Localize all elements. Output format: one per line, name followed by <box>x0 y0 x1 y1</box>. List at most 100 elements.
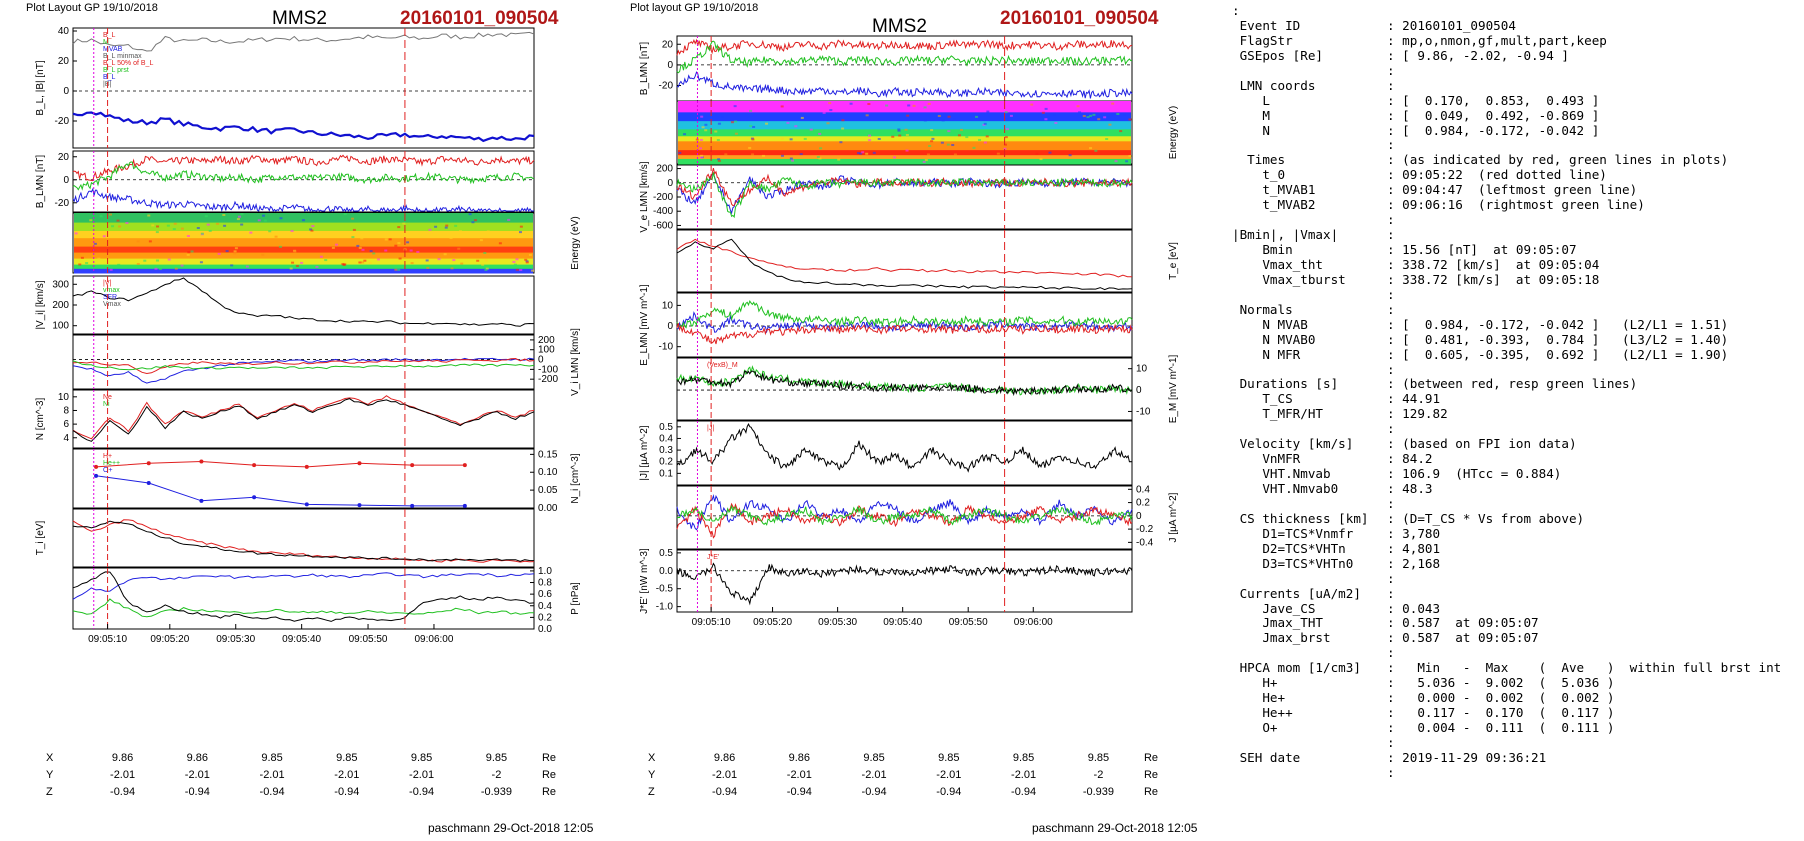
spectrogram-cell <box>249 231 253 234</box>
info-key: D3=TCS*VHTn0 <box>1232 555 1354 571</box>
spectrogram-cell <box>196 227 200 230</box>
series-line-vl <box>676 172 1133 215</box>
spectrogram-cell <box>445 224 449 227</box>
spectrogram-cell <box>799 153 803 156</box>
page2-footer: paschmann 29-Oct-2018 12:05 <box>1032 821 1198 835</box>
legend-entry: MVAB <box>103 46 123 53</box>
y-tick-label: -20 <box>659 81 674 92</box>
position-value: -2.01 <box>861 768 887 781</box>
spectrogram-cell <box>1105 137 1109 140</box>
info-key: t_0 <box>1232 167 1286 183</box>
spectrogram-cell <box>300 261 304 264</box>
spectrogram-cell <box>762 154 766 157</box>
series-line-em <box>676 299 1133 329</box>
spectrogram-cell <box>780 105 784 108</box>
info-key: Currents [uA/m2] <box>1232 585 1361 601</box>
position-value: -0.939 <box>1082 785 1115 798</box>
page1-footer: paschmann 29-Oct-2018 12:05 <box>428 821 594 835</box>
info-line: Event ID: 20160101_090504 <box>1232 17 1781 34</box>
info-line: N: [ 0.984, -0.172, -0.042 ] <box>1232 123 1781 139</box>
y-axis-label: T_i [eV] <box>35 521 46 556</box>
legend-entry: H+ <box>103 453 112 460</box>
series-line-vn <box>676 172 1133 219</box>
spectrogram-cell <box>484 268 488 271</box>
spectrogram-cell <box>1111 102 1115 105</box>
spectrogram-cell <box>85 262 89 265</box>
info-value: : 09:04:47 (leftmost green line) <box>1387 182 1638 198</box>
spectrogram-cell <box>819 147 823 150</box>
position-value: -2.01 <box>184 768 210 781</box>
spectrogram-cell <box>678 151 682 154</box>
legend-entry: B_L prst <box>103 67 129 74</box>
info-line: Vmax_tburst: 338.72 [km/s] at 09:05:18 <box>1232 271 1781 288</box>
info-key: Event ID <box>1232 17 1301 33</box>
info-line: : <box>1232 63 1781 79</box>
y-tick-label: -600 <box>653 220 673 231</box>
info-line: t_MVAB1: 09:04:47 (leftmost green line) <box>1232 182 1781 198</box>
spectrogram-cell <box>982 123 986 126</box>
info-line: M: [ 0.049, 0.492, -0.869 ] <box>1232 108 1781 124</box>
y-tick-label: -20 <box>55 198 70 209</box>
position-value: 9.85 <box>485 751 508 764</box>
info-key: D2=TCS*VHTn <box>1232 540 1346 556</box>
unit-label: Re <box>1143 751 1158 764</box>
spectrogram-cell <box>356 244 360 247</box>
p2-em-frame <box>676 357 1133 421</box>
info-line: Normals: <box>1232 302 1781 318</box>
position-row-z: Z -0.94 -0.94 -0.94 -0.94 -0.94 -0.939 R… <box>46 783 556 800</box>
x-tick-label: 09:05:10 <box>88 634 127 645</box>
data-point <box>146 461 151 466</box>
spectrogram-cell <box>861 151 865 154</box>
info-key: Vmax_tburst <box>1232 271 1346 287</box>
spectrogram-cell <box>1009 114 1013 117</box>
data-point <box>146 480 151 485</box>
data-point <box>252 463 257 468</box>
info-key: T_MFR/HT <box>1232 406 1323 422</box>
spectrogram-cell <box>454 224 458 227</box>
series-line-pt <box>72 571 535 622</box>
y-tick-label: 0.10 <box>538 467 558 478</box>
spectrogram-cell <box>452 259 456 262</box>
y-tick-label: -0.5 <box>656 584 674 595</box>
info-value: : 129.82 <box>1387 406 1448 422</box>
spectrogram-cell <box>148 240 152 243</box>
spectrogram-cell <box>923 106 927 109</box>
spectrogram-cell <box>468 213 472 216</box>
spectrogram-cell <box>426 266 430 269</box>
info-value: : mp,o,nmon,gf,mult,part,keep <box>1387 32 1607 48</box>
spectrogram-cell <box>236 218 240 221</box>
spectrogram-cell <box>384 249 388 252</box>
y-axis-label: J [µA m^-2] <box>1168 492 1179 542</box>
position-value: 9.85 <box>336 751 358 764</box>
series-line-en <box>676 323 1133 345</box>
info-value: : 338.72 [km/s] at 09:05:04 <box>1387 256 1600 272</box>
spectrogram-cell <box>717 122 721 125</box>
info-value: : 84.2 <box>1387 451 1433 467</box>
x-tick-label: 09:05:50 <box>949 617 988 628</box>
spectrogram-cell <box>216 222 220 225</box>
spectrogram-cell <box>279 217 283 220</box>
p2-j-frame <box>676 420 1133 486</box>
spectrogram-cell <box>513 263 517 266</box>
spectrogram-cell <box>507 218 511 221</box>
spectrogram-cell <box>960 128 964 131</box>
spectrogram-cell <box>996 152 1000 155</box>
spectrogram-cell <box>701 126 705 129</box>
info-line: Times: (as indicated by red, green lines… <box>1232 152 1781 168</box>
y-tick-label: 10 <box>1136 364 1148 375</box>
spectrogram-cell <box>1089 147 1093 150</box>
spectrogram-cell <box>158 268 162 271</box>
spectrogram-cell <box>952 117 956 120</box>
spectrogram-cell <box>409 249 413 252</box>
y-tick-label: 0 <box>63 86 69 97</box>
spectrogram-cell <box>376 258 380 261</box>
spectrogram-cell <box>748 146 752 149</box>
y-axis-label: B_LMN [nT] <box>35 155 46 209</box>
spectrogram-cell <box>751 138 755 141</box>
spectrogram-cell <box>1054 122 1058 125</box>
spectrogram-cell <box>834 133 838 136</box>
row-label: Z <box>648 785 655 798</box>
spectrogram-cell <box>865 152 869 155</box>
series-line-b <box>72 31 535 52</box>
y-tick-label: 0 <box>667 178 673 189</box>
